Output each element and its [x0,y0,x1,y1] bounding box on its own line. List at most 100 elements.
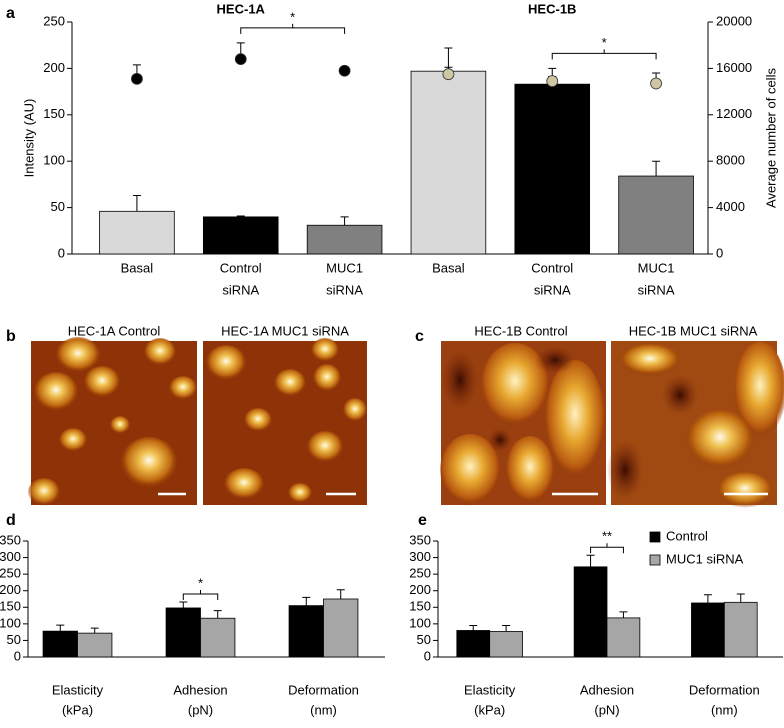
bar [410,70,487,255]
y-tick-label: 100 [409,615,431,630]
y-tick-label: 250 [43,13,65,28]
error-bar [652,160,661,177]
x-tick-label: siRNA [638,282,675,297]
x-tick-label: Deformation [288,682,359,697]
significance-mark: ** [602,529,612,544]
error-bar [302,596,311,606]
error-bar [703,594,712,603]
x-tick-label: MUC1 [326,260,363,275]
x-tick-label: Elasticity [464,682,516,697]
y-tick-label: 350 [409,532,431,547]
x-tick-label: Control [531,260,573,275]
x-tick-label: (pN) [188,702,213,717]
y-tick-label: 100 [0,615,21,630]
legend-swatch [649,554,661,566]
x-tick-label: (nm) [310,702,337,717]
y-tick-label: 200 [0,582,21,597]
y-axis-label: Intensity (AU) [21,99,36,178]
y2-tick-label: 16000 [716,60,752,75]
bar [456,630,491,658]
group-title: HEC-1B [528,1,576,16]
x-tick-label: (kPa) [474,702,505,717]
dot [442,68,455,81]
y-tick-label: 0 [58,245,65,260]
error-bar [90,627,99,634]
x-tick-label: (nm) [711,702,738,717]
legend-label: MUC1 siRNA [666,551,744,566]
x-tick-label: (pN) [594,702,619,717]
significance-bracket [182,589,219,600]
panel-label: e [418,512,427,529]
afm-image [203,338,367,505]
x-tick-label: Basal [121,260,154,275]
dot [546,75,559,88]
y-tick-label: 300 [0,549,21,564]
y-tick-label: 350 [0,532,21,547]
y-tick-label: 150 [0,599,21,614]
bar [573,566,608,658]
afm-image [28,337,197,506]
bar [514,83,591,255]
y-tick-label: 200 [409,582,431,597]
y2-axis-label: Average number of cells [763,68,778,208]
image-caption: HEC-1B Control [474,323,567,338]
x-tick-label: Deformation [689,682,760,697]
x-tick-label: Basal [432,260,465,275]
dot [338,64,351,77]
bar [165,607,201,658]
y-tick-label: 0 [424,648,431,663]
afm-image [607,341,784,508]
error-bar [502,625,511,632]
error-bar [340,216,349,226]
error-bar [132,195,141,212]
bar [288,605,324,658]
dot [650,77,662,90]
y-tick-label: 50 [7,632,21,647]
x-tick-label: siRNA [222,282,259,297]
y-tick-label: 150 [409,599,431,614]
bar [77,632,113,658]
significance-mark: * [198,575,203,590]
bar [99,210,175,255]
afm-image [440,341,606,506]
group-title: HEC-1A [217,1,266,16]
y2-tick-label: 8000 [716,153,745,168]
bar [691,602,725,658]
error-bar [213,610,222,619]
bar [723,601,758,658]
significance-bracket [240,23,346,34]
bar [323,598,359,658]
error-bar [236,215,245,217]
significance-bracket [590,543,624,554]
significance-mark: * [290,9,295,24]
error-bar [619,611,628,618]
error-bar [56,624,65,632]
x-tick-label: Elasticity [52,682,104,697]
x-tick-label: Adhesion [580,682,634,697]
dot [234,53,247,66]
y-tick-label: 50 [51,199,65,214]
significance-mark: * [602,35,607,50]
y-tick-label: 250 [0,566,21,581]
dot [131,72,143,85]
bar [200,617,236,658]
y-tick-label: 300 [409,549,431,564]
image-caption: HEC-1A MUC1 siRNA [221,323,349,338]
panel-label: d [6,512,16,529]
y-tick-label: 100 [43,153,65,168]
error-bar [469,625,478,631]
y-tick-label: 200 [43,60,65,75]
bar [42,630,78,658]
y-tick-label: 250 [409,566,431,581]
y-tick-label: 150 [43,106,65,121]
y2-tick-label: 20000 [716,13,752,28]
image-caption: HEC-1A Control [68,323,161,338]
y2-tick-label: 0 [716,245,723,260]
bar [306,224,383,255]
panel-label: b [6,328,16,345]
error-bar [736,593,745,603]
panel-label: a [6,5,15,22]
x-tick-label: siRNA [326,282,363,297]
image-caption: HEC-1B MUC1 siRNA [629,323,758,338]
